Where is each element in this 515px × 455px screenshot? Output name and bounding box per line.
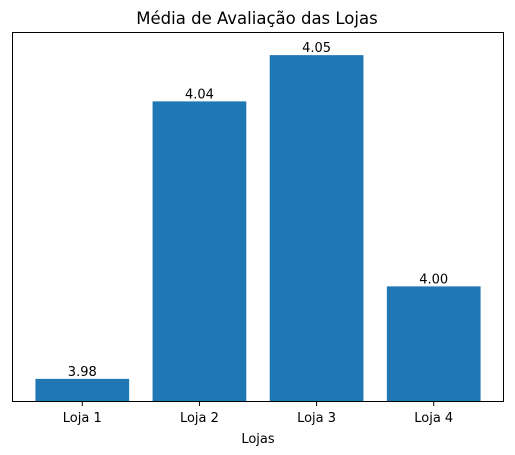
x-tick-label: Loja 3 xyxy=(297,411,336,426)
x-ticks-layer: Loja 1 Loja 2 Loja 3 Loja 4 xyxy=(63,402,453,426)
x-axis-label: Lojas xyxy=(241,432,275,447)
bar-loja-2 xyxy=(152,101,247,402)
bar-loja-1 xyxy=(35,378,130,402)
bar-loja-3 xyxy=(269,55,364,402)
data-labels-layer: 3.98 4.04 4.05 4.00 xyxy=(68,41,448,380)
data-label: 4.04 xyxy=(185,87,214,102)
x-tick-label: Loja 1 xyxy=(63,411,102,426)
chart-title: Média de Avaliação das Lojas xyxy=(136,9,377,28)
data-label: 4.00 xyxy=(419,272,448,287)
data-label: 4.05 xyxy=(302,41,331,56)
x-tick-label: Loja 4 xyxy=(414,411,453,426)
plot-frame xyxy=(12,32,504,402)
data-label: 3.98 xyxy=(68,365,97,380)
bar-loja-4 xyxy=(386,286,481,402)
x-tick-label: Loja 2 xyxy=(180,411,219,426)
bars-layer xyxy=(35,55,481,402)
